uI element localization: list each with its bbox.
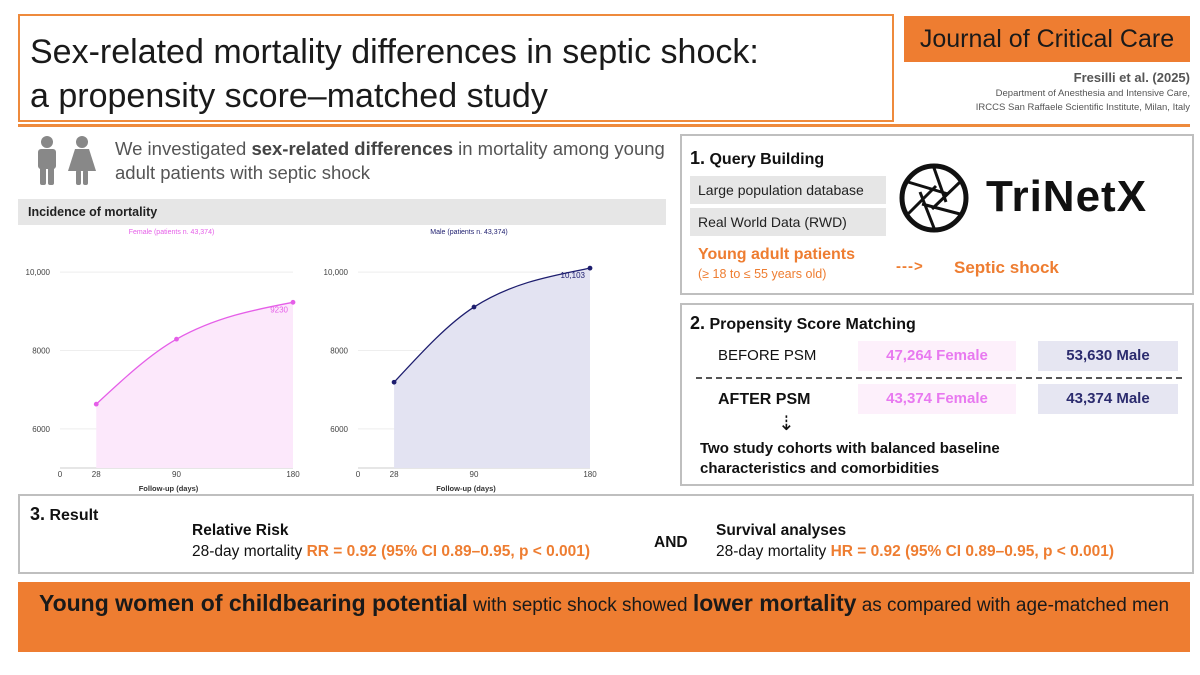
chart-2-area-fill (394, 268, 590, 468)
query-title-text: Query Building (709, 151, 825, 168)
chart-1-x-tick-label: 28 (92, 470, 101, 479)
chart-2-y-tick-label: 10,000 (324, 268, 349, 277)
chart-1-area-fill (96, 302, 293, 468)
chart-2-x-tick-label: 0 (356, 470, 361, 479)
result-title: 3. Result (30, 504, 98, 525)
dashed-arrow: ---> (896, 258, 924, 275)
mortality-header: Incidence of mortality (18, 199, 666, 225)
mortality-charts: Female (patients n. 43,374) 6000 8000 10,00… (26, 229, 598, 493)
psm-divider (696, 377, 1182, 379)
chart-1-data-point (290, 299, 296, 305)
affiliation-line-1: Department of Anesthesia and Intensive C… (995, 88, 1190, 99)
cohort-line-2: characteristics and comorbidities (700, 460, 940, 477)
and-label: AND (654, 534, 688, 551)
intro-text-pre: We investigated (115, 138, 252, 159)
cohort-description: Two study cohorts with balanced baseline… (700, 439, 1000, 479)
chart-1-data-point (93, 401, 99, 407)
result-number: 3. (30, 504, 46, 524)
chart-2-title: Male (patients n. 43,374) (430, 229, 507, 236)
chart-2-y-tick-label: 8000 (330, 347, 348, 356)
after-male-count: 43,374 Male (1038, 384, 1178, 414)
title-line-2: a propensity score–matched study (30, 77, 548, 115)
aperture-logo-icon (899, 163, 969, 233)
psm-number: 2. (690, 313, 706, 333)
down-arrow-icon: ⇣ (778, 413, 795, 435)
conclusion-banner: Young women of childbearing potential wi… (18, 582, 1190, 652)
before-male-count: 53,630 Male (1038, 341, 1178, 371)
male-female-icon (38, 136, 96, 185)
result-title-text: Result (49, 507, 99, 524)
hr-value: HR = 0.92 (95% CI 0.89–0.95, p < 0.001) (830, 543, 1115, 560)
survival-title: Survival analyses (716, 522, 847, 539)
chart-2-x-tick-label: 180 (583, 470, 597, 479)
conclusion-text: Young women of childbearing potential wi… (18, 590, 1190, 619)
after-psm-label: AFTER PSM (718, 391, 811, 408)
chart-1-y-tick-label: 6000 (32, 425, 50, 434)
chart-1-y-tick-label: 10,000 (26, 268, 51, 277)
chart-2-x-axis-label: Follow-up (days) (436, 484, 496, 493)
chart-1-x-tick-label: 90 (172, 470, 181, 479)
psm-panel: 2. Propensity Score Matching BEFORE PSM … (680, 303, 1194, 486)
database-box: Large population database (690, 176, 886, 204)
chart-2-data-point (471, 304, 477, 310)
chart-2-x-tick-label: 90 (470, 470, 479, 479)
intro-text-post: in mortality among young adult patients … (115, 138, 665, 183)
query-number: 1. (690, 148, 706, 168)
intro-text: We investigated sex-related differences … (115, 137, 675, 185)
conclusion-mid-2: as compared with age-matched men (856, 595, 1170, 616)
intro-text-bold: sex-related differences (251, 138, 453, 159)
after-female-count: 43,374 Female (858, 384, 1016, 414)
chart-2-end-value-label: 10,103 (561, 271, 586, 280)
before-psm-label: BEFORE PSM (718, 347, 817, 364)
chart-1-x-axis-label: Follow-up (days) (139, 484, 199, 493)
age-range-label: (≥ 18 to ≤ 55 years old) (698, 267, 827, 281)
rr-prefix: 28-day mortality (192, 543, 307, 560)
relative-risk-title: Relative Risk (192, 522, 289, 539)
psm-title: 2. Propensity Score Matching (690, 313, 916, 334)
chart-2-data-point (391, 379, 397, 385)
chart-1-title: Female (patients n. 43,374) (129, 229, 215, 236)
result-panel: 3. Result Relative Risk 28-day mortality… (18, 494, 1194, 574)
page-title: Sex-related mortality differences in sep… (30, 30, 759, 118)
chart-1-end-value-label: 9230 (270, 305, 288, 314)
hr-prefix: 28-day mortality (716, 543, 831, 560)
author-block: Fresilli et al. (2025) Department of Ane… (976, 70, 1190, 114)
before-female-count: 47,264 Female (858, 341, 1016, 371)
mortality-title: Incidence of mortality (28, 205, 158, 219)
rr-value: RR = 0.92 (95% CI 0.89–0.95, p < 0.001) (306, 543, 591, 560)
query-building-panel: 1. Query Building Large population datab… (680, 134, 1194, 295)
header-box: Sex-related mortality differences in sep… (18, 14, 894, 122)
affiliation-line-2: IRCCS San Raffaele Scientific Institute,… (975, 102, 1190, 113)
psm-title-text: Propensity Score Matching (709, 316, 916, 333)
conclusion-bold-2: lower mortality (692, 590, 857, 616)
chart-2-data-point (587, 265, 593, 271)
trinetx-logo-text: TriNetX (986, 172, 1148, 221)
chart-1-x-tick-label: 180 (286, 470, 300, 479)
chart-2-y-tick-label: 6000 (330, 425, 348, 434)
header-divider (18, 124, 1190, 127)
journal-badge: Journal of Critical Care (904, 16, 1190, 62)
septic-shock-label: Septic shock (954, 258, 1059, 277)
relative-risk-result: 28-day mortality RR = 0.92 (95% CI 0.89–… (192, 543, 590, 561)
conclusion-mid-1: with septic shock showed (467, 595, 693, 616)
young-adults-label: Young adult patients (698, 246, 856, 263)
authors: Fresilli et al. (2025) (1073, 70, 1190, 85)
chart-1-x-tick-label: 0 (58, 470, 63, 479)
conclusion-bold-1: Young women of childbearing potential (38, 590, 468, 616)
chart-1-y-tick-label: 8000 (32, 347, 50, 356)
chart-2-x-tick-label: 28 (390, 470, 399, 479)
chart-1-data-point (174, 336, 179, 342)
survival-result: 28-day mortality HR = 0.92 (95% CI 0.89–… (716, 543, 1114, 561)
title-line-1: Sex-related mortality differences in sep… (30, 33, 759, 71)
cohort-line-1: Two study cohorts with balanced baseline (700, 440, 1000, 457)
rwd-box: Real World Data (RWD) (690, 208, 886, 236)
query-title: 1. Query Building (690, 148, 824, 169)
